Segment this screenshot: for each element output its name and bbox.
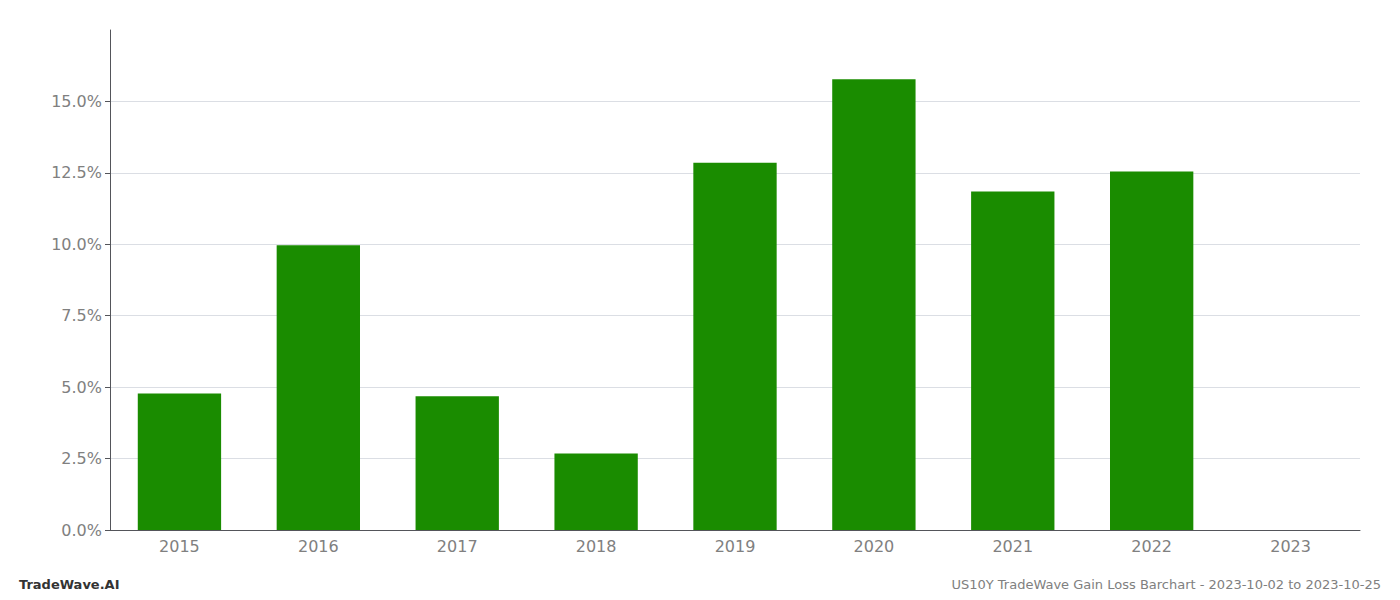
svg-text:2020: 2020 (854, 537, 895, 556)
svg-text:2022: 2022 (1131, 537, 1172, 556)
svg-text:2015: 2015 (159, 537, 200, 556)
svg-text:5.0%: 5.0% (61, 378, 102, 397)
svg-text:15.0%: 15.0% (51, 92, 102, 111)
svg-text:0.0%: 0.0% (61, 521, 102, 540)
svg-text:2018: 2018 (576, 537, 617, 556)
svg-text:2023: 2023 (1270, 537, 1311, 556)
svg-text:2021: 2021 (992, 537, 1033, 556)
svg-text:10.0%: 10.0% (51, 235, 102, 254)
svg-text:US10Y TradeWave Gain Loss Barc: US10Y TradeWave Gain Loss Barchart - 202… (951, 577, 1381, 592)
svg-text:12.5%: 12.5% (51, 163, 102, 182)
svg-text:2017: 2017 (437, 537, 478, 556)
svg-text:2016: 2016 (298, 537, 339, 556)
svg-text:2019: 2019 (715, 537, 756, 556)
svg-text:TradeWave.AI: TradeWave.AI (19, 577, 120, 592)
svg-text:2.5%: 2.5% (61, 449, 102, 468)
svg-text:7.5%: 7.5% (61, 306, 102, 325)
